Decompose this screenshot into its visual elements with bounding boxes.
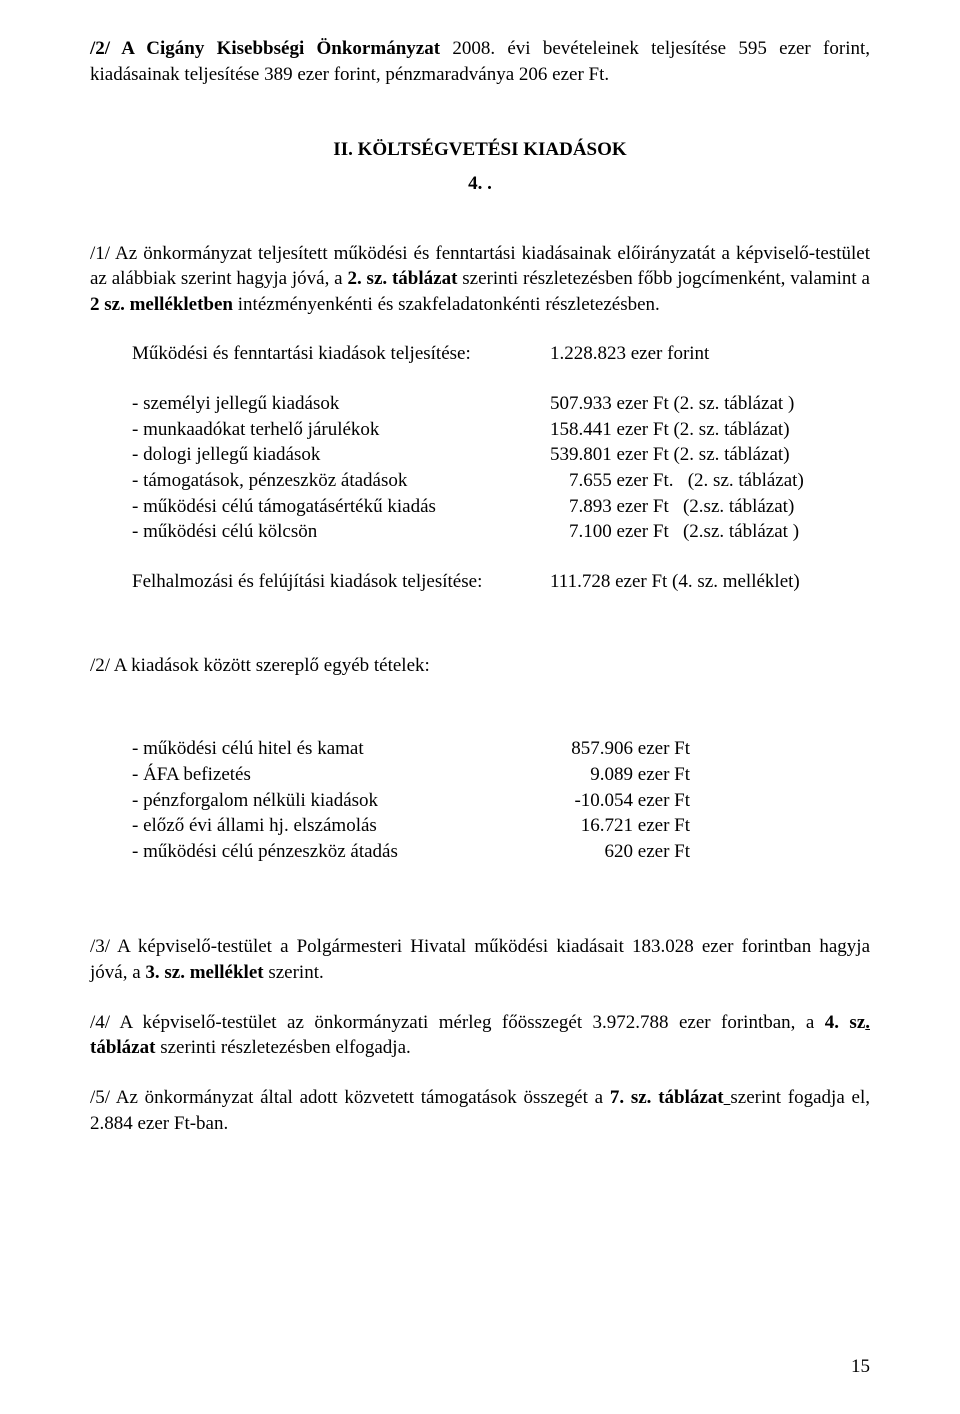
paragraph-number: 4. . xyxy=(90,171,870,197)
list-item: - működési célú támogatásértékű kiadás 7… xyxy=(132,494,870,520)
p6-bold1: 7. sz. táblázat xyxy=(610,1087,724,1108)
item-value: 7.100 ezer Ft (2.sz. táblázat ) xyxy=(550,519,870,545)
list-item: - támogatások, pénzeszköz átadások 7.655… xyxy=(132,468,870,494)
list-item: - működési célú kölcsön 7.100 ezer Ft (2… xyxy=(132,519,870,545)
item-value: 158.441 ezer Ft (2. sz. táblázat) xyxy=(550,417,870,443)
totals2-value: 111.728 ezer Ft (4. sz. melléklet) xyxy=(550,569,870,595)
items-block-1: - személyi jellegű kiadások 507.933 ezer… xyxy=(132,391,870,545)
totals1-label: Működési és fenntartási kiadások teljesí… xyxy=(132,341,481,367)
totals2-label: Felhalmozási és felújítási kiadások telj… xyxy=(132,569,492,595)
paragraph-1: /1/ Az önkormányzat teljesített működési… xyxy=(90,241,870,318)
list-item: - személyi jellegű kiadások 507.933 ezer… xyxy=(132,391,870,417)
p4-part2: szerint. xyxy=(264,962,324,983)
p2-part2: szerinti részletezésben főbb jogcímenkén… xyxy=(457,268,870,289)
item-value: 16.721 ezer Ft xyxy=(530,813,690,839)
item-value: 507.933 ezer Ft (2. sz. táblázat ) xyxy=(550,391,870,417)
p5-bold2: táblázat xyxy=(90,1037,155,1058)
item-value: 857.906 ezer Ft xyxy=(530,736,690,762)
list-item: - működési célú pénzeszköz átadás 620 ez… xyxy=(132,839,690,865)
item-label: - előző évi állami hj. elszámolás xyxy=(132,813,387,839)
p6-part1: /5/ Az önkormányzat által adott közvetet… xyxy=(90,1087,610,1108)
p5-bold1: 4. sz xyxy=(825,1012,866,1033)
p2-bold2: 2 sz. mellékletben xyxy=(90,294,233,315)
paragraph-4: /4/ A képviselő-testület az önkormányzat… xyxy=(90,1010,870,1061)
p2-bold1: 2. sz. táblázat xyxy=(347,268,457,289)
paragraph-5: /5/ Az önkormányzat által adott közvetet… xyxy=(90,1085,870,1136)
totals-row-1: Működési és fenntartási kiadások teljesí… xyxy=(132,341,870,367)
item-label: - munkaadókat terhelő járulékok xyxy=(132,417,389,443)
bold-prefix: /2/ A Cigány Kisebbségi Önkormányzat xyxy=(90,38,440,59)
p4-bold1: 3. sz. melléklet xyxy=(145,962,263,983)
item-value: 620 ezer Ft xyxy=(530,839,690,865)
item-value: -10.054 ezer Ft xyxy=(530,788,690,814)
section-title: II. KÖLTSÉGVETÉSI KIADÁSOK xyxy=(90,137,870,163)
totals1-value: 1.228.823 ezer forint xyxy=(550,341,870,367)
item-label: - ÁFA befizetés xyxy=(132,762,261,788)
totals-row-2: Felhalmozási és felújítási kiadások telj… xyxy=(132,569,870,595)
item-label: - működési célú pénzeszköz átadás xyxy=(132,839,408,865)
p5-underline: . xyxy=(865,1012,870,1033)
item-label: - személyi jellegű kiadások xyxy=(132,391,349,417)
paragraph-2: /2/ A kiadások között szereplő egyéb tét… xyxy=(90,653,870,679)
item-label: - működési célú kölcsön xyxy=(132,519,327,545)
list-item: - munkaadókat terhelő járulékok 158.441 … xyxy=(132,417,870,443)
item-label: - dologi jellegű kiadások xyxy=(132,442,330,468)
item-value: 7.893 ezer Ft (2.sz. táblázat) xyxy=(550,494,870,520)
list-item: - ÁFA befizetés 9.089 ezer Ft xyxy=(132,762,690,788)
list-item: - dologi jellegű kiadások 539.801 ezer F… xyxy=(132,442,870,468)
p5-part1: /4/ A képviselő-testület az önkormányzat… xyxy=(90,1012,825,1033)
paragraph-intro: /2/ A Cigány Kisebbségi Önkormányzat 200… xyxy=(90,36,870,87)
item-value: 539.801 ezer Ft (2. sz. táblázat) xyxy=(550,442,870,468)
p5-part2: szerinti részletezésben elfogadja. xyxy=(155,1037,410,1058)
p2-part3: intézményenkénti és szakfeladatonkénti r… xyxy=(233,294,660,315)
item-label: - működési célú támogatásértékű kiadás xyxy=(132,494,446,520)
item-value: 9.089 ezer Ft xyxy=(530,762,690,788)
list-item: - előző évi állami hj. elszámolás 16.721… xyxy=(132,813,690,839)
list-item: - működési célú hitel és kamat 857.906 e… xyxy=(132,736,690,762)
paragraph-3: /3/ A képviselő-testület a Polgármesteri… xyxy=(90,934,870,985)
item-value: 7.655 ezer Ft. (2. sz. táblázat) xyxy=(550,468,870,494)
item-label: - támogatások, pénzeszköz átadások xyxy=(132,468,417,494)
item-label: - működési célú hitel és kamat xyxy=(132,736,374,762)
items-block-2: - működési célú hitel és kamat 857.906 e… xyxy=(132,736,870,864)
list-item: - pénzforgalom nélküli kiadások -10.054 … xyxy=(132,788,690,814)
item-label: - pénzforgalom nélküli kiadások xyxy=(132,788,388,814)
page-number: 15 xyxy=(851,1354,870,1380)
